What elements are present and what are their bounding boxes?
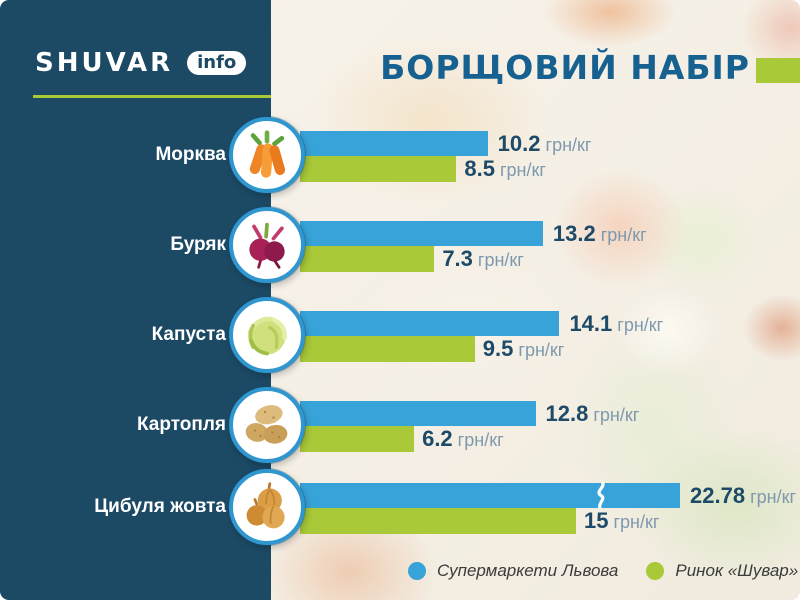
- sidebar: SHUVAR info: [0, 0, 271, 600]
- category-icon: [229, 387, 305, 463]
- supermarket-bar: [300, 401, 536, 426]
- supermarket-bar: [300, 482, 680, 509]
- price-number: 9.5: [482, 336, 514, 361]
- logo-underline: [33, 95, 271, 98]
- legend-label: Супермаркети Львова: [437, 561, 619, 580]
- page-title: БОРЩОВИЙ НАБІР: [380, 48, 750, 87]
- price-unit: грн/кг: [545, 135, 592, 155]
- category-label: Буряк: [170, 234, 226, 255]
- price-unit: грн/кг: [499, 160, 546, 180]
- supermarket-value: 14.1 грн/кг: [569, 311, 663, 339]
- supermarket-value: 22.78 грн/кг: [690, 483, 796, 511]
- market-bar: [300, 156, 457, 182]
- market-value: 9.5 грн/кг: [483, 336, 565, 365]
- legend-item: Супермаркети Львова: [408, 561, 618, 581]
- market-bar: [300, 508, 576, 534]
- price-number: 7.3: [442, 246, 473, 271]
- price-unit: грн/кг: [518, 340, 565, 360]
- chart-row: Буряк 13.2 грн/кг 7.3 грн/кг: [0, 205, 800, 285]
- legend-item: Ринок «Шувар»: [646, 561, 798, 581]
- chart-row: Морква 10.2 грн/кг 8.5 грн/кг: [0, 115, 800, 195]
- shuvar-logo: SHUVAR info: [35, 48, 247, 78]
- price-number: 10.2: [497, 131, 541, 156]
- legend-dot-icon: [646, 562, 665, 580]
- category-label: Цибуля жовта: [94, 496, 226, 517]
- price-unit: грн/кг: [750, 487, 797, 507]
- category-label: Морква: [155, 144, 226, 165]
- chart-row: Цибуля жовта 22.78 грн/кг 15 грн/кг: [0, 467, 800, 547]
- market-value: 7.3 грн/кг: [442, 246, 524, 275]
- price-number: 13.2: [552, 221, 596, 246]
- price-number: 22.78: [690, 483, 746, 508]
- market-value: 15 грн/кг: [584, 508, 659, 537]
- price-number: 6.2: [422, 426, 453, 451]
- chart-row: Капуста 14.1 грн/кг 9.5 грн/кг: [0, 295, 800, 375]
- supermarket-value: 12.8 грн/кг: [546, 401, 640, 429]
- market-bar: [300, 246, 435, 272]
- price-unit: грн/кг: [477, 250, 524, 270]
- category-icon: [229, 469, 305, 545]
- supermarket-value: 13.2 грн/кг: [553, 221, 647, 249]
- price-number: 8.5: [464, 156, 495, 181]
- legend-dot-icon: [408, 562, 426, 580]
- logo-text: SHUVAR: [35, 48, 174, 78]
- price-number: 14.1: [569, 311, 613, 336]
- market-bar: [300, 426, 415, 452]
- category-icon: [229, 207, 305, 283]
- price-number: 12.8: [545, 401, 589, 426]
- category-label: Картопля: [136, 414, 226, 435]
- price-unit: грн/кг: [593, 405, 640, 425]
- title-accent-block: [756, 58, 800, 83]
- category-icon: [229, 297, 305, 373]
- market-value: 8.5 грн/кг: [464, 156, 546, 185]
- category-icon: [229, 117, 305, 193]
- legend-label: Ринок «Шувар»: [675, 561, 799, 580]
- chart-row: Картопля 12.8 грн/кг 6.2 грн/кг: [0, 385, 800, 465]
- price-unit: грн/кг: [613, 512, 660, 532]
- category-label: Капуста: [151, 324, 226, 345]
- market-value: 6.2 грн/кг: [422, 426, 504, 455]
- market-bar: [300, 336, 475, 362]
- price-unit: грн/кг: [457, 430, 504, 450]
- supermarket-bar: [300, 131, 488, 156]
- info-badge: info: [187, 51, 247, 75]
- price-unit: грн/кг: [600, 225, 647, 245]
- supermarket-value: 10.2 грн/кг: [498, 131, 592, 159]
- supermarket-bar: [300, 221, 543, 246]
- price-unit: грн/кг: [617, 315, 664, 335]
- supermarket-bar: [300, 311, 560, 336]
- axis-break-icon: [597, 482, 605, 509]
- chart-legend: Супермаркети Львова Ринок «Шувар»: [408, 556, 798, 586]
- price-number: 15: [584, 508, 609, 533]
